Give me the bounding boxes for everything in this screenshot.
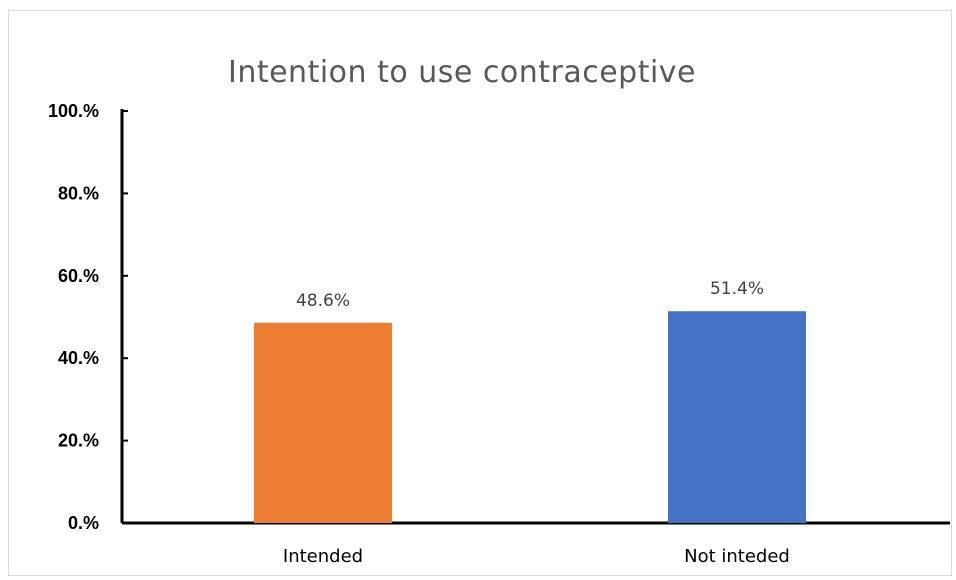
- chart-title: Intention to use contraceptive: [228, 55, 696, 90]
- y-tick-label: 20.%: [58, 431, 99, 451]
- bars: [254, 311, 806, 523]
- y-tick-label: 60.%: [58, 266, 99, 286]
- x-tick-label: Not inteded: [684, 546, 790, 567]
- y-tick-label: 0.%: [68, 513, 99, 533]
- bar: [254, 322, 392, 523]
- axes: [120, 109, 950, 525]
- y-tick-label: 80.%: [58, 183, 99, 203]
- y-tick-label: 100.%: [48, 101, 99, 121]
- data-label: 48.6%: [296, 291, 350, 311]
- y-tick-label: 40.%: [58, 348, 99, 368]
- data-label: 51.4%: [710, 279, 764, 299]
- labels: 0.% 20.% 40.% 60.% 80.% 100.% 48.6% Intended 51.…: [48, 101, 790, 567]
- bar: [668, 311, 806, 523]
- x-tick-label: Intended: [283, 546, 363, 567]
